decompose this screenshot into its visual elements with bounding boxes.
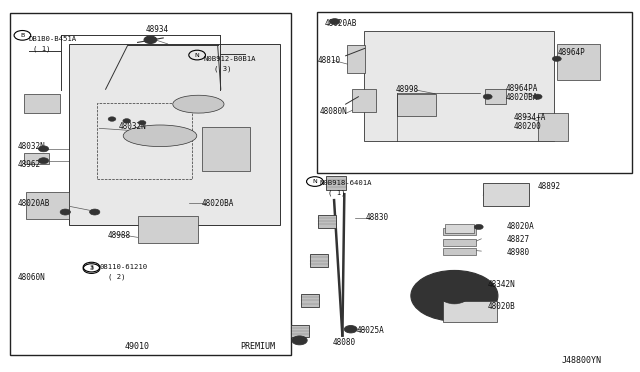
Circle shape: [330, 19, 340, 25]
Circle shape: [38, 158, 49, 164]
Text: 48830: 48830: [366, 213, 389, 222]
Bar: [364, 31, 554, 141]
Text: 48020BA: 48020BA: [506, 93, 538, 102]
Text: 480200: 480200: [513, 122, 541, 131]
Text: N0B912-B0B1A: N0B912-B0B1A: [204, 56, 256, 62]
Text: 49010: 49010: [125, 342, 150, 351]
Circle shape: [552, 56, 561, 61]
Bar: [538, 113, 568, 141]
Circle shape: [108, 117, 116, 121]
Bar: [318, 215, 336, 228]
Text: 48964P: 48964P: [558, 48, 586, 57]
Text: 48032N: 48032N: [18, 142, 45, 151]
Text: 48020AB: 48020AB: [325, 19, 358, 28]
Text: ( 2): ( 2): [108, 274, 125, 280]
Text: PREMIUM: PREMIUM: [240, 342, 275, 351]
Bar: [24, 94, 60, 113]
Text: ( 1): ( 1): [33, 46, 51, 52]
Circle shape: [411, 270, 498, 321]
Bar: [443, 301, 497, 322]
Text: 48827: 48827: [507, 235, 530, 244]
Bar: [347, 45, 365, 73]
Text: 3: 3: [90, 264, 93, 270]
Text: 48032N: 48032N: [118, 122, 146, 131]
Text: 48060N: 48060N: [18, 273, 45, 282]
Circle shape: [144, 36, 157, 44]
Bar: [317, 12, 632, 173]
Text: ( 1): ( 1): [328, 189, 345, 196]
Bar: [557, 44, 600, 80]
Text: 48934+A: 48934+A: [513, 113, 546, 122]
Bar: [352, 89, 376, 112]
Text: 48998: 48998: [396, 85, 419, 94]
Text: N: N: [312, 179, 317, 184]
Bar: [138, 216, 198, 243]
Bar: [483, 183, 529, 206]
Text: 48025A: 48025A: [357, 326, 385, 335]
Circle shape: [292, 336, 307, 345]
Bar: [291, 326, 309, 337]
Circle shape: [533, 94, 542, 99]
Bar: [485, 89, 506, 104]
Text: B: B: [20, 33, 24, 38]
Ellipse shape: [173, 95, 224, 113]
Text: 08110-61210: 08110-61210: [99, 264, 147, 270]
Text: J48800YN: J48800YN: [562, 356, 602, 365]
Bar: [97, 103, 192, 179]
Text: 48020B: 48020B: [488, 302, 515, 311]
Text: 48988: 48988: [108, 231, 131, 240]
Text: 48962: 48962: [18, 160, 41, 169]
Circle shape: [90, 209, 100, 215]
Bar: [443, 239, 476, 246]
Ellipse shape: [123, 125, 197, 147]
Bar: [443, 228, 476, 235]
Circle shape: [38, 146, 49, 152]
Circle shape: [474, 224, 483, 230]
Text: 48934: 48934: [146, 25, 169, 34]
Bar: [310, 254, 328, 267]
Text: 48080: 48080: [333, 339, 356, 347]
Circle shape: [440, 288, 468, 304]
Text: ( 3): ( 3): [214, 65, 231, 72]
Text: 3: 3: [90, 266, 93, 271]
Text: 48810: 48810: [318, 56, 341, 65]
Circle shape: [344, 326, 357, 333]
Bar: [301, 294, 319, 307]
Bar: [397, 94, 436, 116]
Text: 48892: 48892: [538, 182, 561, 191]
Text: 48020A: 48020A: [507, 222, 534, 231]
Circle shape: [123, 119, 131, 123]
Bar: [326, 176, 346, 190]
Bar: [202, 127, 250, 171]
Circle shape: [60, 209, 70, 215]
Text: DB1B0-B451A: DB1B0-B451A: [29, 36, 77, 42]
Text: 48964PA: 48964PA: [506, 84, 538, 93]
Text: 48080N: 48080N: [320, 107, 348, 116]
Circle shape: [483, 94, 492, 99]
Text: N0B918-6401A: N0B918-6401A: [320, 180, 372, 186]
Text: N: N: [195, 52, 200, 58]
Bar: [445, 224, 474, 232]
Bar: [24, 153, 49, 164]
Circle shape: [428, 280, 481, 311]
Text: 48342N: 48342N: [488, 280, 515, 289]
Bar: [10, 13, 291, 355]
Bar: [69, 44, 280, 225]
Text: 48020AB: 48020AB: [18, 199, 51, 208]
Text: 48020BA: 48020BA: [202, 199, 234, 208]
Circle shape: [138, 121, 146, 125]
Bar: [26, 192, 69, 219]
Bar: [443, 248, 476, 255]
Text: 48980: 48980: [507, 248, 530, 257]
